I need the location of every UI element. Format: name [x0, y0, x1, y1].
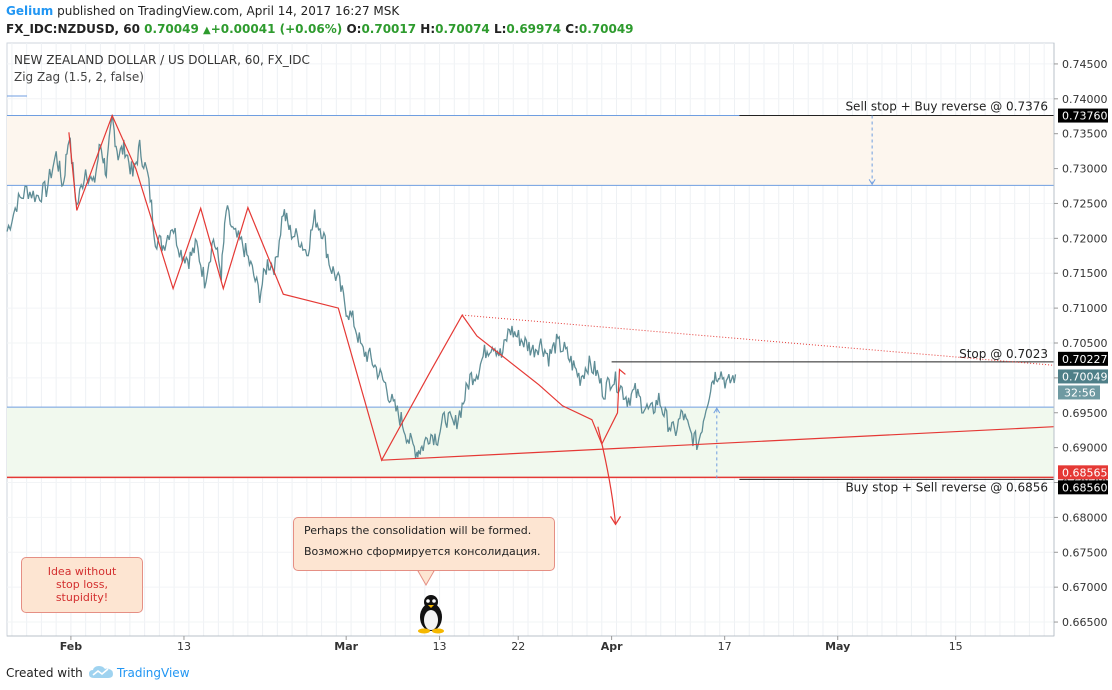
y-tick-label: 0.67000 [1062, 581, 1108, 594]
trend-drawings [381, 115, 1055, 587]
buy-zone [7, 407, 1054, 479]
last-price-tag-bg [1058, 369, 1108, 384]
penguin-eye-left [426, 599, 430, 603]
note-text-en: Perhaps the consolidation will be formed… [304, 524, 532, 537]
price-change: +0.00041 (+0.06%) [210, 22, 343, 36]
y-tick-label: 0.66500 [1062, 616, 1108, 629]
y-tick-label: 0.71000 [1062, 302, 1108, 315]
x-tick-label: Mar [334, 640, 358, 653]
red-level-tag-bg [1058, 465, 1108, 480]
projection-arrow [597, 426, 617, 525]
x-tick-label: 15 [949, 640, 963, 653]
buy-stop-tag: 0.68560 [1062, 481, 1108, 494]
price-tags: 0.73760 0.70227 0.70049 32:56 0.68565 0.68560 [1058, 108, 1108, 495]
price-series-line [6, 114, 737, 459]
y-tick-label: 0.67500 [1062, 546, 1108, 559]
idea-line-2: stop loss, [56, 578, 108, 591]
y-tick-label: 0.70500 [1062, 337, 1108, 350]
countdown-tag: 32:56 [1064, 386, 1096, 399]
chart-legend-title: NEW ZEALAND DOLLAR / US DOLLAR, 60, FX_I… [14, 53, 310, 67]
sell-stop-tag: 0.73760 [1062, 110, 1108, 123]
buy-distance-arrowhead [713, 407, 721, 414]
y-tick-label: 0.73500 [1062, 128, 1108, 141]
close-label: C: [565, 22, 579, 36]
note-text-ru: Возможно сформируется консолидация. [304, 545, 541, 558]
low-label: L: [493, 22, 507, 36]
up-arrow-icon: ▲ [203, 25, 211, 36]
sell-zone [7, 115, 1054, 186]
low-value: 0.69974 [506, 22, 562, 36]
y-tick-label: 0.69000 [1062, 442, 1108, 455]
penguin-belly [424, 610, 438, 630]
y-tick-label: 0.71500 [1062, 267, 1108, 280]
sell-distance-arrowhead [868, 179, 876, 186]
penguin-beak [428, 605, 434, 608]
publish-info: published on TradingView.com, April 14, … [57, 4, 400, 18]
y-tick-label: 0.74500 [1062, 58, 1108, 71]
x-tick-label: May [825, 640, 850, 653]
y-tick-label: 0.72500 [1062, 197, 1108, 210]
buy-stop-tag-bg [1058, 480, 1108, 495]
y-tick-label: 0.73000 [1062, 163, 1108, 176]
footer: Created with TradingView [0, 656, 1112, 690]
red-level-tag: 0.68565 [1062, 466, 1108, 479]
horizontal-lines: Sell stop + Buy reverse @ 0.7376 Stop @ 0… [7, 95, 1054, 494]
author-name[interactable]: Gelium [6, 4, 54, 18]
y-tick-label: 0.68000 [1062, 511, 1108, 524]
sell-stop-tag-bg [1058, 108, 1108, 123]
time-axis[interactable]: Feb 13 Mar 13 22 Apr 17 May 15 [7, 635, 1054, 653]
buy-stop-label: Buy stop + Sell reverse @ 0.6856 [845, 480, 1048, 494]
ohlc-line: FX_IDC:NZDUSD, 60 0.70049 ▲+0.00041 (+0.… [6, 22, 634, 36]
symbol-label: FX_IDC:NZDUSD, 60 [6, 22, 140, 36]
trade-zones [7, 115, 1054, 479]
open-label: O: [346, 22, 362, 36]
penguin-eye-right [432, 599, 436, 603]
idea-line-1: Idea without [47, 565, 117, 578]
penguin-foot-left [418, 628, 430, 634]
publish-line: Gelium published on TradingView.com, Apr… [6, 4, 399, 18]
support-trendline [381, 426, 1055, 461]
y-tick-label: 0.74000 [1062, 93, 1108, 106]
penguin-foot-right [432, 628, 444, 634]
sell-stop-label: Sell stop + Buy reverse @ 0.7376 [845, 100, 1048, 114]
high-label: H: [420, 22, 436, 36]
penguin-head [424, 595, 438, 609]
consolidation-note[interactable]: Perhaps the consolidation will be formed… [293, 517, 555, 571]
x-tick-label: Apr [601, 640, 623, 653]
high-value: 0.70074 [435, 22, 490, 36]
last-price-tag: 0.70049 [1062, 370, 1108, 383]
x-tick-label: 13 [433, 640, 447, 653]
penguin-icon [418, 595, 444, 634]
y-tick-label: 0.72000 [1062, 232, 1108, 245]
projection-arrowhead [610, 516, 622, 526]
price-axis[interactable]: 0.74500 0.74000 0.73500 0.73000 0.72500 0.720… [1053, 43, 1108, 636]
countdown-tag-bg [1058, 385, 1100, 400]
idea-line-3: stupidity! [55, 591, 109, 604]
tradingview-link[interactable]: TradingView [117, 666, 190, 680]
y-tick-label: 0.69500 [1062, 407, 1108, 420]
stop-tag: 0.70227 [1062, 353, 1108, 366]
indicator-legend[interactable]: Zig Zag (1.5, 2, false) [14, 70, 144, 84]
open-value: 0.70017 [361, 22, 417, 36]
idea-note[interactable]: Idea without stop loss, stupidity! [21, 557, 143, 613]
created-with-label: Created with [6, 666, 83, 680]
x-tick-label: 17 [718, 640, 732, 653]
stop-tag-bg [1058, 351, 1108, 366]
last-price: 0.70049 [144, 22, 199, 36]
stop-label: Stop @ 0.7023 [959, 347, 1048, 361]
x-tick-label: 13 [177, 640, 191, 653]
tradingview-cloud-icon [89, 666, 113, 678]
close-value: 0.70049 [578, 22, 634, 36]
x-tick-label: Feb [60, 640, 83, 653]
x-tick-label: 22 [511, 640, 525, 653]
